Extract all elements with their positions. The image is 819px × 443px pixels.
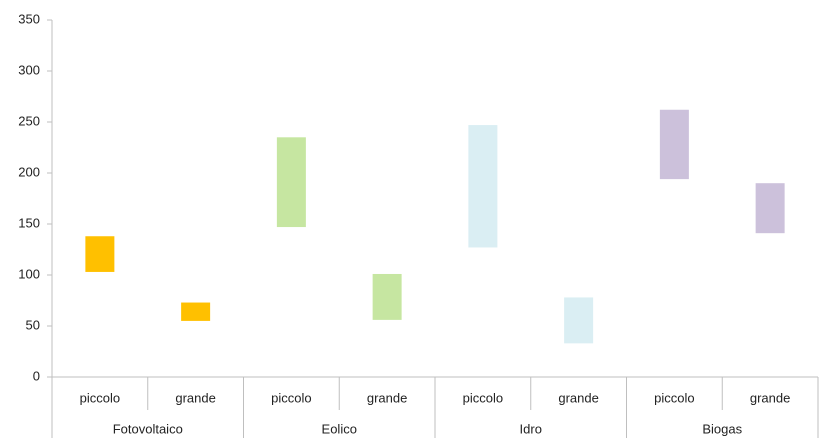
y-tick-label: 0 xyxy=(33,368,40,383)
y-tick-label: 50 xyxy=(26,317,40,332)
bar xyxy=(276,137,306,228)
y-tick-label: 200 xyxy=(18,164,40,179)
bar xyxy=(85,236,115,272)
y-tick-label: 350 xyxy=(18,11,40,26)
y-tick-label: 250 xyxy=(18,113,40,128)
y-tick-label: 100 xyxy=(18,266,40,281)
x-tick-label: piccolo xyxy=(463,390,503,405)
x-tick-label: grande xyxy=(750,390,790,405)
x-tick-label: piccolo xyxy=(80,390,120,405)
x-tick-label: grande xyxy=(175,390,215,405)
y-tick-label: 300 xyxy=(18,62,40,77)
x-tick-label: grande xyxy=(367,390,407,405)
bar xyxy=(659,109,689,180)
x-tick-label: grande xyxy=(558,390,598,405)
bar xyxy=(372,273,402,320)
group-label: Eolico xyxy=(322,421,357,436)
group-label: Fotovoltaico xyxy=(113,421,183,436)
bar xyxy=(755,183,785,234)
y-tick-label: 150 xyxy=(18,215,40,230)
bar xyxy=(468,125,498,248)
x-tick-label: piccolo xyxy=(271,390,311,405)
x-tick-label: piccolo xyxy=(654,390,694,405)
group-label: Biogas xyxy=(702,421,742,436)
bar xyxy=(564,297,594,344)
group-label: Idro xyxy=(520,421,542,436)
bar xyxy=(181,302,211,321)
